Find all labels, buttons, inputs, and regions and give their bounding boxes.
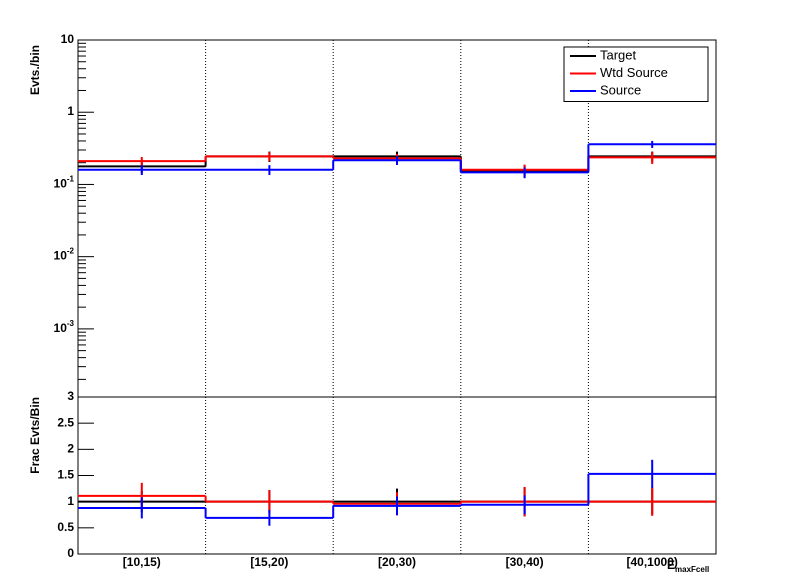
x-tick-label: [30,40) bbox=[506, 555, 544, 569]
y-axis-label: Frac Evts/Bin bbox=[28, 397, 42, 474]
y-axis-label: Evts./bin bbox=[28, 45, 42, 95]
y-tick-label: 0 bbox=[67, 546, 74, 560]
y-tick-label: 10-3 bbox=[54, 319, 75, 335]
x-label-sub: maxFcell bbox=[675, 565, 709, 572]
x-tick-label: [10,15) bbox=[123, 555, 161, 569]
y-tick-label: 10-2 bbox=[54, 247, 75, 263]
legend-label: Source bbox=[600, 82, 641, 97]
y-tick-label: 2 bbox=[67, 442, 74, 456]
y-tick-base: 10 bbox=[54, 321, 68, 335]
y-tick-base: 1 bbox=[67, 104, 74, 118]
y-tick-exponent: -2 bbox=[67, 247, 75, 256]
y-tick-label: 2.5 bbox=[57, 415, 74, 429]
plot-frame bbox=[77, 396, 717, 555]
legend-label: Target bbox=[600, 47, 637, 62]
y-tick-label: 10-1 bbox=[54, 175, 75, 191]
x-label-base: E bbox=[667, 558, 675, 572]
y-tick-base: 10 bbox=[61, 32, 75, 46]
y-tick-label: 1 bbox=[67, 104, 74, 118]
y-tick-base: 10 bbox=[54, 177, 68, 191]
y-tick-exponent: -1 bbox=[67, 175, 75, 184]
y-tick-label: 1.5 bbox=[57, 468, 74, 482]
x-axis-label: EmaxFcell bbox=[667, 558, 709, 572]
y-tick-label: 10 bbox=[61, 32, 75, 46]
y-tick-label: 0.5 bbox=[57, 520, 74, 534]
x-tick-label: [15,20) bbox=[250, 555, 288, 569]
legend-label: Wtd Source bbox=[600, 65, 668, 80]
y-tick-label: 1 bbox=[67, 494, 74, 508]
y-tick-base: 10 bbox=[54, 249, 68, 263]
y-tick-exponent: -3 bbox=[67, 319, 75, 328]
x-tick-label: [40,1000) bbox=[627, 555, 678, 569]
y-tick-label: 3 bbox=[67, 389, 74, 403]
x-tick-label: [20,30) bbox=[378, 555, 416, 569]
